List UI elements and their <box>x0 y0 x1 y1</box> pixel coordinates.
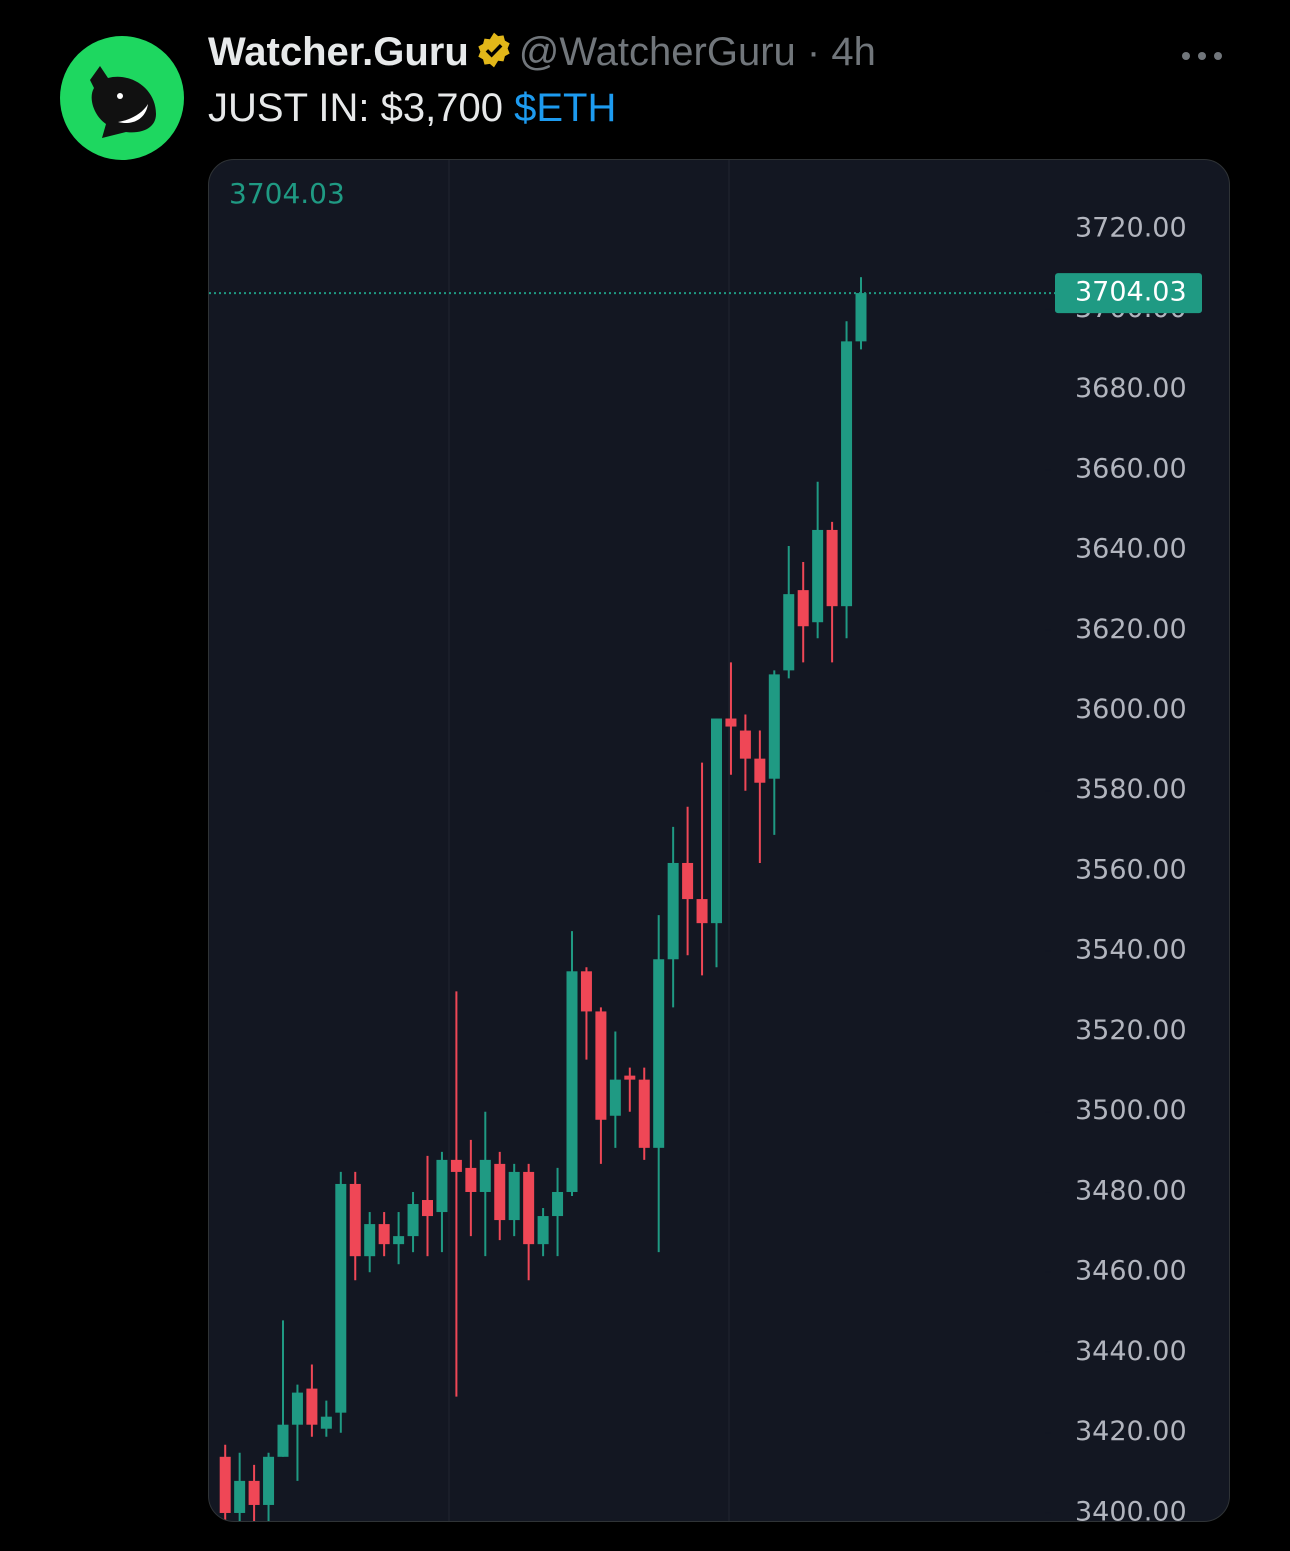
separator: · <box>806 30 821 74</box>
candle-body <box>797 590 809 627</box>
candle-body <box>263 1456 275 1505</box>
y-tick-label: 3480.00 <box>1075 1175 1187 1206</box>
y-tick-label: 3660.00 <box>1075 453 1187 484</box>
dot <box>1198 52 1206 60</box>
candle-body <box>537 1216 549 1245</box>
badge-check <box>485 44 503 58</box>
dot <box>1182 52 1190 60</box>
candle-body <box>783 594 795 671</box>
candle-body <box>653 959 665 1148</box>
y-tick-label: 3460.00 <box>1075 1256 1187 1287</box>
candle-body <box>465 1167 477 1192</box>
y-tick-label: 3560.00 <box>1075 854 1187 885</box>
y-tick-label: 3640.00 <box>1075 534 1187 565</box>
candle-body <box>219 1456 231 1513</box>
more-button[interactable] <box>1180 38 1224 74</box>
cashtag[interactable]: $ETH <box>514 86 617 130</box>
candle-body <box>768 674 780 779</box>
last-price-tag <box>1055 273 1202 314</box>
chart-card[interactable]: 3400.00 3420.00 3440.00 3460.00 3480.00 3500.… <box>208 159 1230 1522</box>
y-tick-label: 3680.00 <box>1075 373 1187 404</box>
badge-shape <box>478 32 510 68</box>
text: JUST IN: $3,700 <box>208 86 503 130</box>
candle-body <box>855 293 867 342</box>
candle-body <box>696 899 708 924</box>
chart: 3400.00 3420.00 3440.00 3460.00 3480.00 3500.… <box>209 160 1202 1521</box>
y-tick-label: 3540.00 <box>1075 935 1187 966</box>
candle-body <box>754 758 766 783</box>
tweet-text: JUST IN: $3,700 $ETH <box>208 86 616 131</box>
tweet-header: Watcher.Guru @WatcherGuru · 4h <box>208 30 876 75</box>
y-tick-label: 3420.00 <box>1075 1416 1187 1447</box>
y-tick-label: 3720.00 <box>1075 213 1187 244</box>
candle-body <box>393 1236 405 1245</box>
candle-body <box>234 1480 246 1513</box>
candle-body <box>450 1159 462 1172</box>
avatar-eye <box>117 93 123 99</box>
candle-body <box>566 971 578 1192</box>
y-tick-label: 3440.00 <box>1075 1336 1187 1367</box>
candle-body <box>422 1200 433 1217</box>
y-tick-label: 3500.00 <box>1075 1095 1187 1126</box>
candle-body <box>335 1183 347 1413</box>
author-handle[interactable]: @WatcherGuru <box>518 30 796 74</box>
y-tick-label: 3580.00 <box>1075 774 1187 805</box>
candle-body <box>595 1011 607 1120</box>
candle-body <box>725 718 737 727</box>
y-tick-label: 3520.00 <box>1075 1015 1187 1046</box>
candle-body <box>711 718 722 924</box>
candle-body <box>682 862 694 900</box>
candle-body <box>306 1388 318 1425</box>
candle-body <box>841 341 853 607</box>
y-tick-label: 3400.00 <box>1075 1496 1187 1521</box>
candle-body <box>667 862 679 960</box>
y-tick-label: 3600.00 <box>1075 694 1187 725</box>
candle-body <box>436 1159 448 1213</box>
candle-body <box>552 1191 564 1217</box>
candle-body <box>826 529 838 607</box>
candle-body <box>609 1079 621 1116</box>
verified-badge[interactable] <box>475 31 513 69</box>
timestamp[interactable]: 4h <box>831 30 876 74</box>
dot <box>1214 52 1222 60</box>
candle-body <box>494 1163 506 1221</box>
candle-body <box>812 529 824 623</box>
candle-body <box>248 1480 260 1505</box>
candle-body <box>580 971 592 1012</box>
avatar-belly <box>118 104 148 124</box>
candle-body <box>349 1183 361 1257</box>
candle-body <box>320 1416 332 1429</box>
candle-body <box>364 1224 376 1257</box>
author-name[interactable]: Watcher.Guru <box>208 30 469 74</box>
candle-body <box>277 1424 289 1457</box>
candle-body <box>291 1392 303 1425</box>
candle-body <box>479 1159 491 1192</box>
candle-body <box>523 1171 535 1245</box>
candle-body <box>624 1075 636 1080</box>
avatar-whale <box>90 66 156 138</box>
avatar[interactable] <box>60 36 184 160</box>
candle-body <box>508 1171 520 1221</box>
candle-body <box>739 730 751 759</box>
y-tick-label: 3620.00 <box>1075 614 1187 645</box>
candle-body <box>378 1224 390 1245</box>
candle-body <box>638 1079 650 1148</box>
candle-body <box>407 1204 419 1237</box>
header-price: 3704.03 <box>229 177 345 210</box>
last-price-label: 3704.03 <box>1075 277 1187 308</box>
